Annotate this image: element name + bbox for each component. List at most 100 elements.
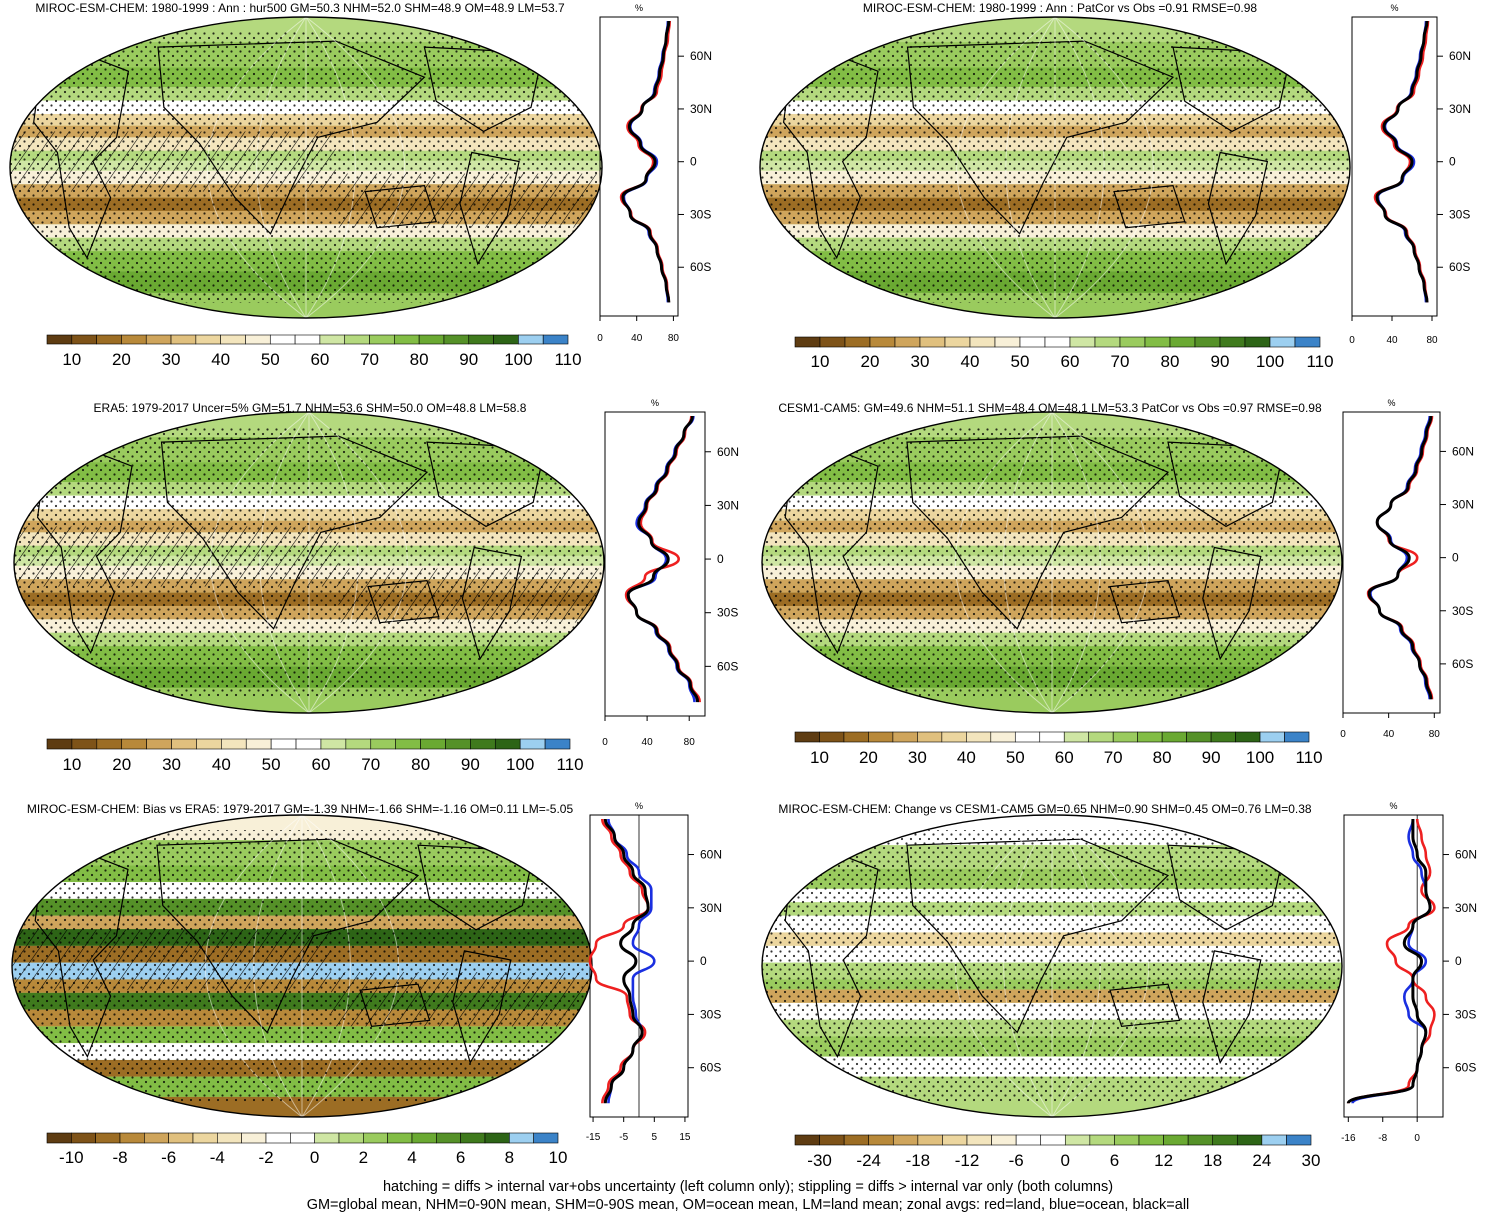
hatching: [14, 526, 339, 587]
colorbar-swatch: [1186, 731, 1212, 743]
colorbar-swatch: [217, 1132, 242, 1144]
colorbar-swatch: [436, 1132, 461, 1144]
colorbar-swatch: [121, 738, 147, 750]
colorbar-tick-label: -6: [1009, 1151, 1024, 1170]
colorbar-tick-label: 60: [1055, 748, 1074, 767]
colorbar-swatch: [533, 1132, 559, 1144]
colorbar-swatch: [411, 1132, 437, 1144]
colorbar-swatch: [1163, 1134, 1189, 1146]
colorbar-tick-label: -10: [59, 1148, 84, 1167]
zonal-line-all: [603, 818, 650, 1104]
colorbar-swatch: [460, 1132, 486, 1144]
zonal-y-label: 60N: [717, 445, 739, 459]
colorbar-tick-label: 2: [359, 1148, 368, 1167]
colorbar-tick-label: -18: [906, 1151, 931, 1170]
colorbar-swatch: [1294, 336, 1321, 348]
colorbar-swatch: [319, 334, 346, 345]
zonal-x-label: 5: [652, 1132, 658, 1143]
panel-title: MIROC-ESM-CHEM: Change vs CESM1-CAM5 GM=…: [778, 802, 1312, 816]
colorbar-swatch: [71, 1132, 96, 1144]
zonal-y-label: 30S: [1452, 604, 1473, 618]
colorbar-tick-label: 12: [1154, 1151, 1173, 1170]
zonal-y-label: 30N: [690, 102, 712, 116]
footer-line-2: GM=global mean, NHM=0-90N mean, SHM=0-90…: [306, 1197, 1190, 1213]
colorbar-tick-label: 0: [1061, 1151, 1070, 1170]
hatching: [12, 929, 331, 991]
zonal-x-label: 80: [1426, 335, 1438, 346]
colorbar-swatch: [991, 1134, 1017, 1146]
zonal-x-label: 40: [1386, 335, 1398, 346]
colorbar-swatch: [518, 334, 544, 345]
colorbar-swatch: [1244, 336, 1271, 348]
colorbar-tick-label: 100: [504, 350, 532, 369]
zonal-frame: [599, 16, 679, 317]
colorbar-tick-label: 90: [461, 755, 480, 774]
zonal-y-label: 0: [700, 954, 707, 968]
colorbar-swatch: [794, 1134, 820, 1146]
zonal-y-label: 30S: [1449, 207, 1470, 221]
zonal-line-all: [626, 415, 700, 703]
zonal-frame: [1351, 16, 1438, 317]
colorbar-tick-label: -8: [112, 1148, 127, 1167]
colorbar-tick-label: 50: [262, 755, 281, 774]
colorbar-swatch: [1040, 1134, 1066, 1146]
colorbar-swatch: [1137, 731, 1163, 743]
colorbar-tick-label: 20: [112, 350, 131, 369]
map-border: [761, 411, 1343, 714]
zonal-x-label: -15: [586, 1132, 601, 1143]
zonal-y-label: 0: [690, 155, 697, 169]
colorbar-tick-label: 70: [360, 350, 379, 369]
map-border: [9, 16, 603, 319]
colorbar-swatch: [1039, 731, 1065, 743]
colorbar-tick-label: 110: [554, 350, 581, 369]
colorbar-tick-label: 70: [361, 755, 380, 774]
colorbar-swatch: [144, 1132, 169, 1144]
colorbar-swatch: [395, 738, 421, 750]
colorbar-swatch: [1114, 1134, 1140, 1146]
zonal-x-label: 80: [684, 737, 696, 748]
zonal-x-label: 15: [679, 1132, 691, 1143]
panel-title: MIROC-ESM-CHEM: 1980-1999 : Ann : hur500…: [35, 1, 565, 15]
colorbar-swatch: [96, 334, 122, 345]
colorbar-tick-label: 18: [1203, 1151, 1222, 1170]
colorbar-tick-label: 90: [1211, 352, 1230, 371]
colorbar-swatch: [290, 1132, 315, 1144]
colorbar-tick-label: 10: [811, 352, 830, 371]
panel-6: MIROC-ESM-CHEM: Change vs CESM1-CAM5 GM=…: [761, 801, 1477, 1170]
zonal-y-label: 30S: [717, 606, 738, 620]
colorbar-swatch: [1094, 336, 1121, 348]
colorbar-tick-label: -2: [258, 1148, 273, 1167]
colorbar-swatch: [819, 731, 845, 743]
map-field: [762, 412, 1342, 713]
zonal-unit-label: %: [635, 801, 643, 811]
colorbar-swatch: [1284, 731, 1310, 743]
zonal-frame: [1343, 814, 1444, 1118]
zonal-y-label: 60N: [1452, 444, 1474, 458]
colorbar-swatch: [344, 334, 370, 345]
colorbar-tick-label: 80: [1153, 748, 1172, 767]
map-field: [762, 815, 1342, 1117]
zonal-x-label: -5: [619, 1132, 628, 1143]
colorbar-swatch: [1088, 731, 1114, 743]
colorbar-swatch: [941, 731, 967, 743]
colorbar-tick-label: 20: [859, 748, 878, 767]
panel-3: ERA5: 1979-2017 Uncer=5% GM=51.7 NHM=53.…: [13, 398, 739, 774]
colorbar-swatch: [509, 1132, 534, 1144]
colorbar-swatch: [1161, 731, 1187, 743]
colorbar-swatch: [46, 1132, 72, 1144]
colorbar-swatch: [245, 334, 271, 345]
colorbar-tick-label: 60: [310, 350, 329, 369]
colorbar-swatch: [1089, 1134, 1115, 1146]
colorbar-swatch: [445, 738, 471, 750]
colorbar-swatch: [270, 738, 297, 750]
colorbar-swatch: [46, 334, 73, 345]
zonal-unit-label: %: [1387, 398, 1395, 408]
zonal-frame: [604, 411, 706, 717]
colorbar-tick-label: 60: [311, 755, 330, 774]
stippling: [760, 32, 1350, 303]
stippling: [762, 830, 1342, 1102]
zonal-unit-label: %: [651, 398, 659, 408]
colorbar-tick-label: -6: [161, 1148, 176, 1167]
colorbar-swatch: [493, 334, 519, 345]
